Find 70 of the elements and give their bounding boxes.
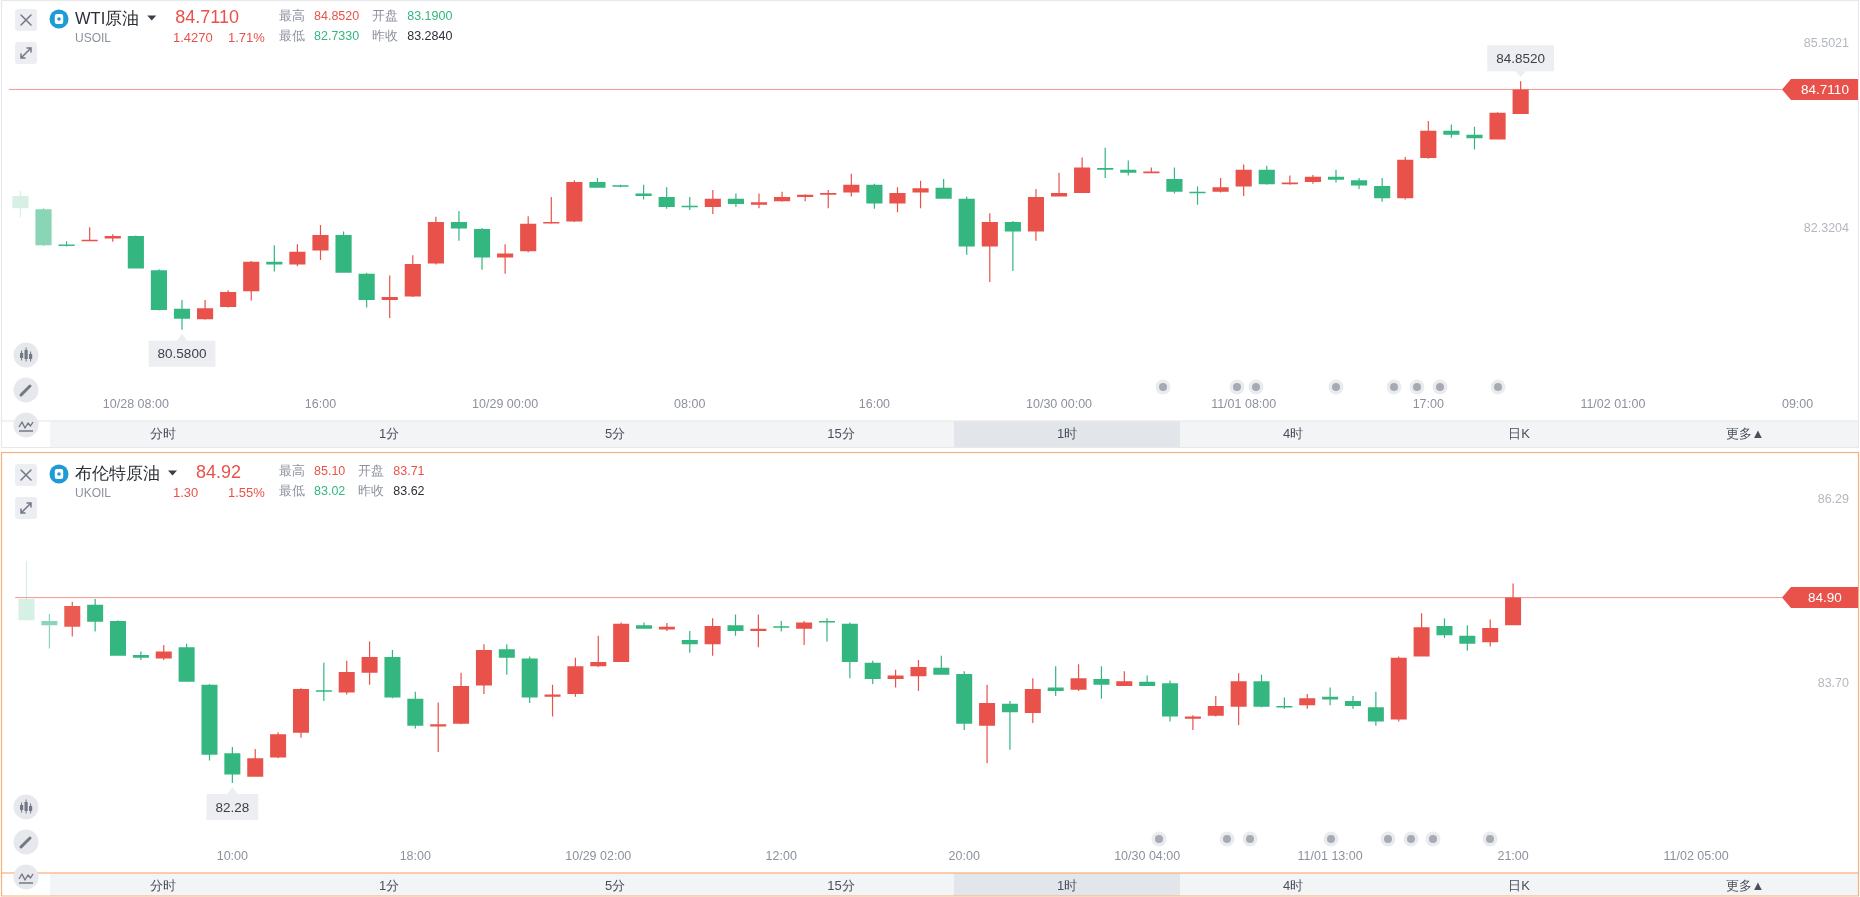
stat-label: 最高 <box>279 464 305 478</box>
y-tick: 82.3204 <box>1803 221 1849 236</box>
x-tick: 10:00 <box>216 849 248 863</box>
tab-label: 分时 <box>150 425 176 441</box>
x-tick: 17:00 <box>1412 397 1444 411</box>
x-tick: 16:00 <box>858 397 891 411</box>
callout-label: 82.28 <box>215 799 250 815</box>
stat-label: 开盘 <box>358 464 385 478</box>
tab-label: 更多▲ <box>1725 425 1765 441</box>
x-tick: 10/29 00:00 <box>472 397 539 411</box>
stat-label: 开盘 <box>372 9 399 23</box>
x-tick: 21:00 <box>1497 849 1529 863</box>
change-pct: 1.71% <box>228 29 265 45</box>
tab-label: 4时 <box>1282 877 1304 893</box>
stat-label: 昨收 <box>358 484 385 498</box>
x-tick: 10/30 00:00 <box>1026 397 1093 411</box>
tab-label: 1分 <box>378 877 400 893</box>
tab-label: 更多▲ <box>1725 877 1765 893</box>
y-tick: 85.5021 <box>1803 36 1849 51</box>
x-tick: 11/01 08:00 <box>1211 397 1277 411</box>
tab-label: 日K <box>1508 425 1530 441</box>
tab-label: 4时 <box>1282 425 1304 441</box>
title: 布伦特原油 <box>75 464 160 482</box>
stat-value: 85.10 <box>314 464 346 478</box>
y-tick: 83.70 <box>1817 675 1849 690</box>
tab-label: 15分 <box>827 425 855 441</box>
stat-label: 最低 <box>279 29 305 43</box>
stat-value: 83.1900 <box>407 9 453 23</box>
stat-value: 83.62 <box>393 484 425 498</box>
price-label: 84.7110 <box>1801 81 1849 97</box>
x-tick: 16:00 <box>304 397 337 411</box>
x-tick: 11/01 13:00 <box>1297 849 1363 863</box>
subtitle: UKOIL <box>75 486 111 500</box>
tab-label: 1分 <box>378 425 400 441</box>
change-pct: 1.55% <box>228 484 265 500</box>
x-tick: 11/02 05:00 <box>1663 849 1729 863</box>
stat-label: 昨收 <box>372 29 399 43</box>
price: 84.7110 <box>175 7 239 27</box>
price: 84.92 <box>196 462 242 482</box>
tab-label: 1时 <box>1056 425 1078 441</box>
stat-label: 最低 <box>279 484 305 498</box>
tab-label: 15分 <box>827 877 855 893</box>
tab-label: 1时 <box>1056 877 1078 893</box>
x-tick: 10/28 08:00 <box>102 397 169 411</box>
stat-value: 83.2840 <box>407 29 453 43</box>
x-tick: 08:00 <box>674 397 706 411</box>
subtitle: USOIL <box>75 31 111 45</box>
tab-label: 5分 <box>604 877 626 893</box>
price-label: 84.90 <box>1808 590 1842 606</box>
y-tick: 86.29 <box>1817 492 1849 507</box>
x-tick: 09:00 <box>1781 397 1814 411</box>
tab-label: 5分 <box>604 425 626 441</box>
change: 1.4270 <box>173 29 213 45</box>
x-tick: 10/30 04:00 <box>1114 849 1181 863</box>
change: 1.30 <box>173 484 199 500</box>
stat-value: 83.02 <box>314 484 346 498</box>
stat-label: 最高 <box>279 9 305 23</box>
stat-value: 84.8520 <box>314 9 360 23</box>
callout-label: 84.8520 <box>1496 50 1546 66</box>
title: WTI原油 <box>75 9 140 27</box>
stat-value: 83.71 <box>393 464 425 478</box>
stat-value: 82.7330 <box>314 29 360 43</box>
x-tick: 18:00 <box>399 849 431 863</box>
callout-label: 80.5800 <box>157 346 207 362</box>
x-tick: 12:00 <box>765 849 797 863</box>
x-tick: 20:00 <box>948 849 980 863</box>
tab-label: 日K <box>1508 877 1530 893</box>
x-tick: 10/29 02:00 <box>565 849 632 863</box>
tab-label: 分时 <box>150 877 176 893</box>
x-tick: 11/02 01:00 <box>1580 397 1646 411</box>
